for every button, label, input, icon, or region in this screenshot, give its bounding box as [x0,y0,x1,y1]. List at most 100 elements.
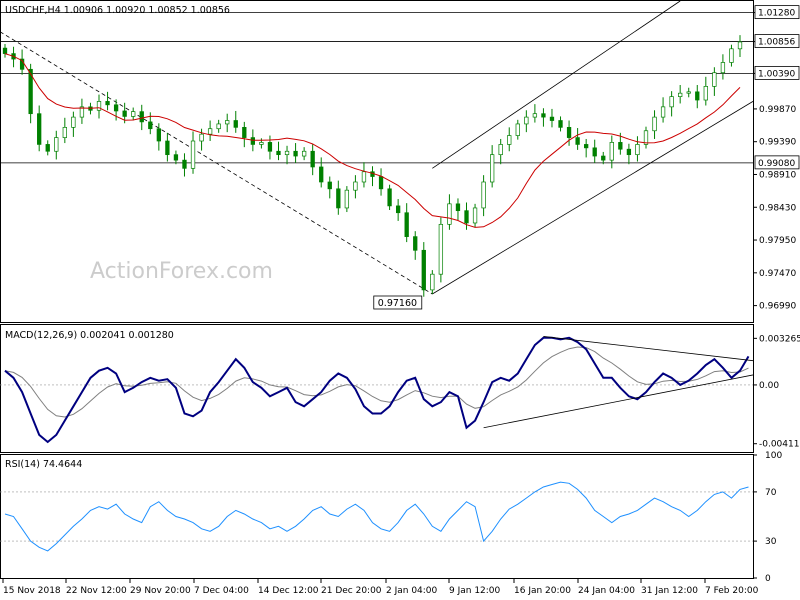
down-trendline [0,31,433,295]
candle-body [105,101,110,106]
candle-body [430,273,435,291]
price-tick-label: 0.99390 [759,138,796,148]
candle-body [293,150,298,157]
candle-body [387,188,392,207]
candle-body [45,144,50,152]
candle-body [190,140,196,169]
moving-average-line [4,53,741,228]
x-tick-label: 16 Jan 20:00 [514,586,571,596]
candle-body [438,223,444,275]
x-tick-label: 2 Jan 04:00 [386,586,438,596]
candle-body [327,181,332,190]
macd-tick-label: 0.003265 [759,334,800,344]
candle-body [447,203,452,225]
price-level-label: 1.00390 [758,69,795,79]
rsi-tick-label: 100 [765,451,782,461]
candle-body [378,176,384,190]
candle-body [62,127,67,138]
candle-body [199,133,204,142]
candle-body [712,72,717,87]
candle-body [575,137,580,145]
candle-body [601,155,606,161]
price-level-label: 0.99080 [758,159,795,169]
candle-body [413,236,418,251]
candle-body [558,120,563,128]
macd-tick-label: -0.004119 [759,440,800,450]
macd-upper-trendline [543,336,754,362]
candle-body [310,150,315,168]
candle-body [28,68,33,115]
channel-upper-line [432,0,681,169]
candle-body [720,62,726,74]
x-tick-label: 31 Jan 12:00 [641,586,698,596]
price-tick-label: 0.98910 [759,170,796,180]
price-level-box [754,34,800,48]
macd-lower-trendline [483,374,754,429]
macd-tick-label: 0.00 [759,381,779,391]
candle-body [79,106,85,118]
rsi-tick-label: 70 [765,488,777,498]
candle-body [532,113,538,118]
candle-body [148,121,153,130]
candle-body [404,212,409,237]
price-tick-label: 0.96990 [759,302,796,312]
x-tick-label: 14 Dec 12:00 [258,586,319,596]
candle-body [284,150,290,156]
watermark: ActionForex.com [90,259,273,284]
candle-body [524,116,529,125]
low-annotation-label: 0.97160 [378,298,417,309]
candle-body [207,128,213,135]
rsi-tick-label: 0 [765,574,771,584]
candle-body [566,127,572,138]
candle-body [344,189,350,209]
candle-body [635,144,640,156]
channel-lower-line [432,101,754,295]
price-tick-label: 0.99870 [759,105,796,115]
price-tick-label: 0.97950 [759,236,796,246]
candle-body [472,207,478,224]
candle-body [182,159,187,169]
price-tick-label: 0.98430 [759,203,796,213]
price-tick-label: 0.97470 [759,269,796,279]
candle-body [737,41,743,50]
candle-body [652,116,657,132]
candle-body [361,171,367,183]
candle-body [37,113,42,145]
price-level-label: 1.00856 [758,38,795,48]
price-level-box [754,65,800,80]
candle-body [71,116,76,128]
price-level-box [754,155,800,170]
x-tick-label: 9 Jan 12:00 [449,586,501,596]
candle-body [139,111,144,123]
candle-body [669,96,674,108]
candle-body [2,47,8,54]
candle-body [225,120,230,125]
candle-body [173,154,179,161]
candle-body [626,148,632,156]
price-layer: 0.97160 [0,0,754,310]
macd-header: MACD(12,26,9) 0.002041 0.001280 [5,330,174,341]
rsi-header: RSI(14) 74.4644 [5,459,82,470]
price-level-box [754,5,800,20]
candle-body [592,147,597,157]
price-panel [0,0,754,323]
candle-body [507,135,512,145]
macd-signal-line [4,346,749,418]
candle-body [686,91,691,94]
candle-body [242,127,247,138]
candle-body [259,142,264,145]
candle-body [541,113,546,118]
candle-body [336,188,341,209]
candle-body [464,210,469,224]
low-annotation-box [373,295,423,310]
candle-body [678,92,683,97]
candle-body [455,203,461,212]
candle-body [481,181,486,209]
candle-body [549,116,555,121]
x-tick-label: 15 Nov 2018 [3,586,61,596]
candle-body [395,205,401,214]
x-tick-label: 21 Dec 20:00 [321,586,382,596]
candle-body [498,144,503,156]
candle-body [267,142,273,152]
